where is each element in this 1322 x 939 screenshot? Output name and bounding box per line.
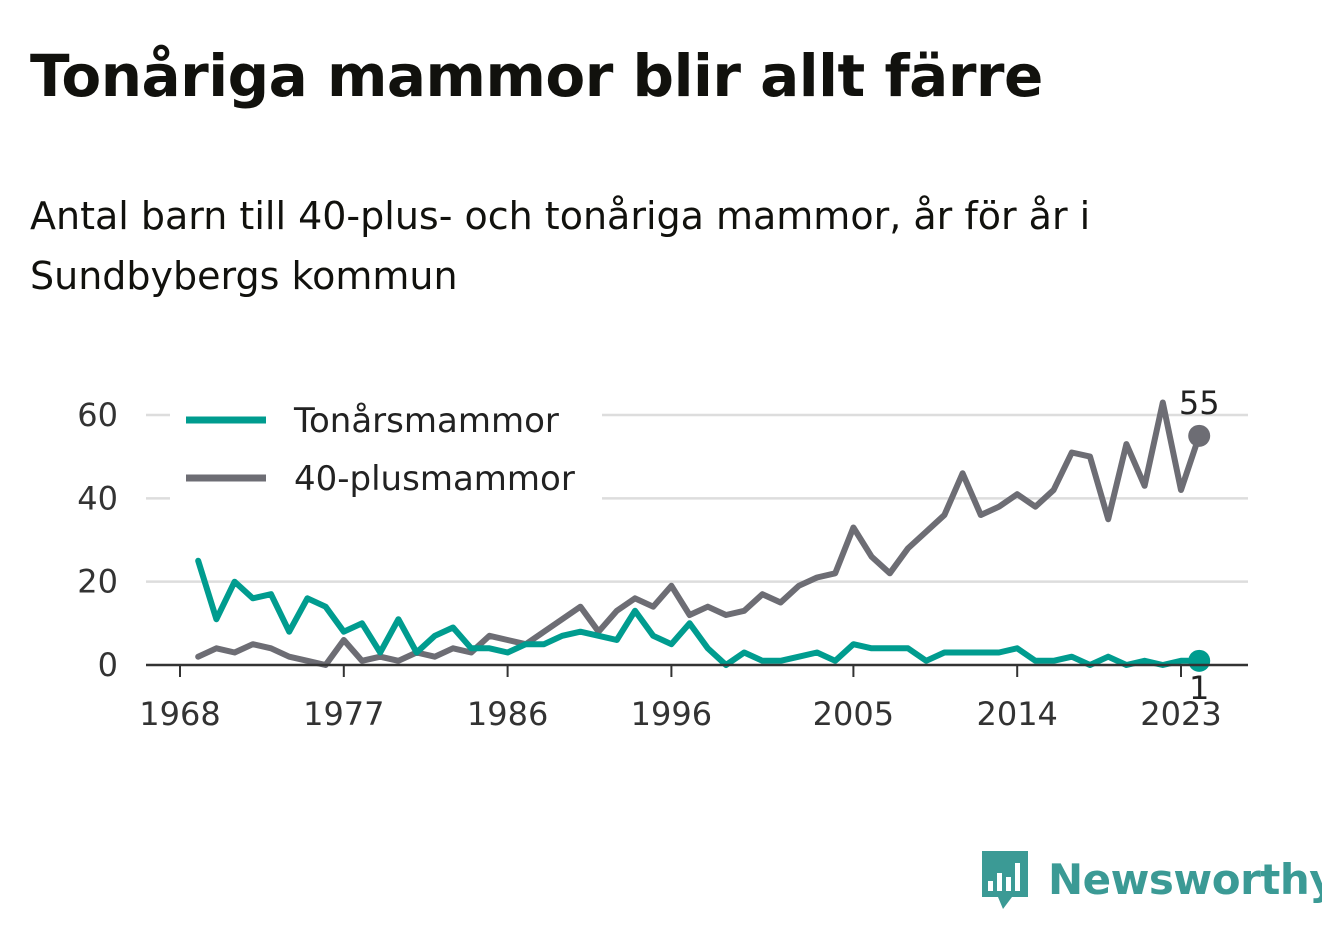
y-tick-label: 40 [77, 479, 118, 517]
x-tick-label: 1996 [631, 695, 712, 733]
x-tick-label: 2005 [813, 695, 894, 733]
x-tick-label: 1986 [467, 695, 548, 733]
series-end-label: 55 [1179, 384, 1220, 422]
chart-title: Tonåriga mammor blir allt färre [30, 42, 1043, 110]
legend-label: 40-plusmammor [294, 459, 575, 499]
x-tick-label: 1977 [303, 695, 384, 733]
chart-subtitle: Antal barn till 40-plus- och tonåriga ma… [30, 194, 1091, 298]
y-tick-label: 60 [77, 396, 118, 434]
y-tick-label: 0 [98, 646, 118, 684]
series-end-point [1188, 424, 1211, 447]
legend-label: Tonårsmammor [293, 401, 559, 441]
x-tick-label: 2023 [1140, 695, 1221, 733]
series-end-point [1188, 649, 1211, 672]
x-tick-label: 2014 [976, 695, 1057, 733]
newsworthy-logo-icon [982, 851, 1028, 909]
legend-background [170, 396, 602, 502]
series-end-label: 1 [1189, 669, 1209, 707]
brand-logo: Newsworthy [978, 846, 1322, 912]
brand-name: Newsworthy [1048, 854, 1322, 904]
x-tick-label: 1968 [139, 695, 220, 733]
series-line [195, 399, 1203, 668]
series-line [195, 557, 1203, 668]
y-tick-label: 20 [77, 563, 118, 601]
